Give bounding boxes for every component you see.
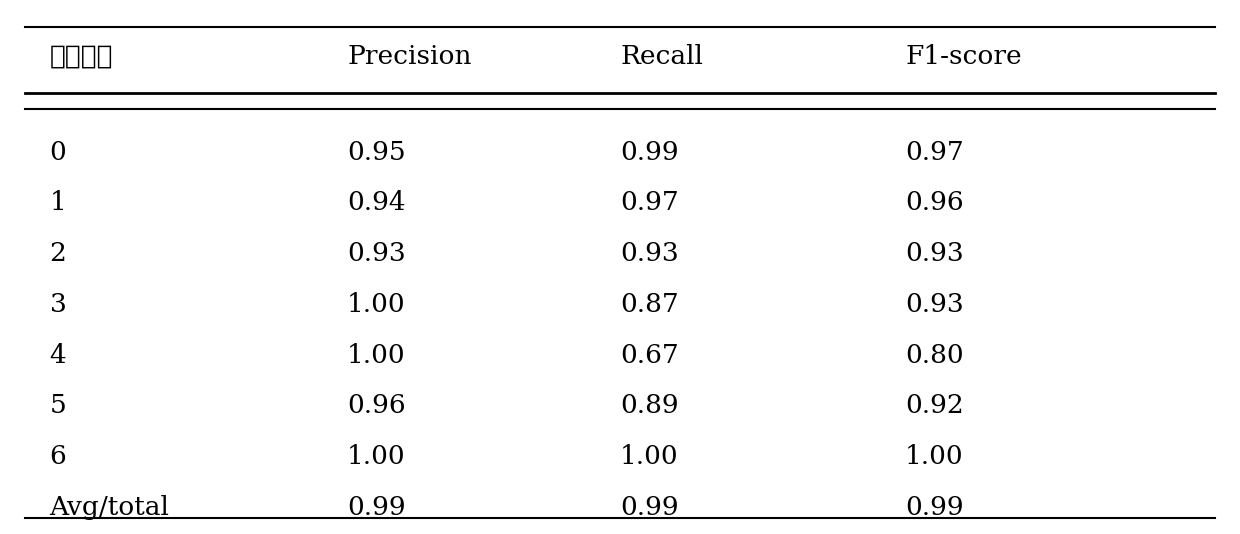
Text: 0.97: 0.97 — [905, 140, 963, 164]
Text: 1.00: 1.00 — [905, 444, 963, 469]
Text: Precision: Precision — [347, 44, 471, 68]
Text: 4: 4 — [50, 343, 67, 367]
Text: 0: 0 — [50, 140, 67, 164]
Text: 6: 6 — [50, 444, 67, 469]
Text: 1.00: 1.00 — [620, 444, 678, 469]
Text: 关系类型: 关系类型 — [50, 43, 113, 69]
Text: 0.99: 0.99 — [620, 495, 678, 520]
Text: 0.67: 0.67 — [620, 343, 678, 367]
Text: 0.95: 0.95 — [347, 140, 405, 164]
Text: 0.93: 0.93 — [905, 292, 963, 317]
Text: 5: 5 — [50, 394, 67, 418]
Text: 1: 1 — [50, 191, 67, 215]
Text: 0.93: 0.93 — [620, 241, 678, 266]
Text: Avg/total: Avg/total — [50, 495, 170, 520]
Text: 0.94: 0.94 — [347, 191, 405, 215]
Text: 0.89: 0.89 — [620, 394, 678, 418]
Text: 0.99: 0.99 — [347, 495, 405, 520]
Text: 1.00: 1.00 — [347, 343, 405, 367]
Text: 1.00: 1.00 — [347, 292, 405, 317]
Text: 0.80: 0.80 — [905, 343, 963, 367]
Text: 0.92: 0.92 — [905, 394, 963, 418]
Text: 0.99: 0.99 — [905, 495, 963, 520]
Text: 1.00: 1.00 — [347, 444, 405, 469]
Text: 0.99: 0.99 — [620, 140, 678, 164]
Text: F1-score: F1-score — [905, 44, 1022, 68]
Text: 0.87: 0.87 — [620, 292, 678, 317]
Text: 0.96: 0.96 — [347, 394, 405, 418]
Text: 2: 2 — [50, 241, 67, 266]
Text: 0.93: 0.93 — [905, 241, 963, 266]
Text: 3: 3 — [50, 292, 67, 317]
Text: 0.93: 0.93 — [347, 241, 405, 266]
Text: 0.96: 0.96 — [905, 191, 963, 215]
Text: Recall: Recall — [620, 44, 703, 68]
Text: 0.97: 0.97 — [620, 191, 678, 215]
